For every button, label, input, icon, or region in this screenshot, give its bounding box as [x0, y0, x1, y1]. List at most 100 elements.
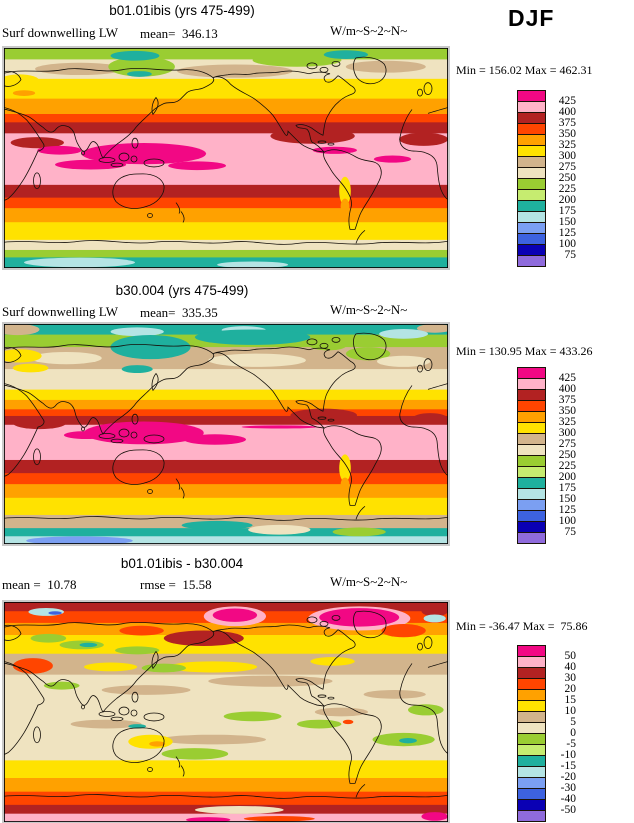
colorbar-cell — [517, 255, 546, 267]
island-outline — [417, 642, 423, 651]
contour-blob — [48, 807, 182, 813]
contour-map-3 — [4, 602, 448, 822]
contour-band — [4, 536, 448, 544]
coastline — [4, 794, 448, 799]
colorbar-tick-label: 175 — [558, 482, 576, 494]
contour-blob — [30, 351, 102, 365]
colorbar-cell — [517, 389, 546, 401]
colorbar-cell — [517, 400, 546, 412]
contour-blob — [342, 719, 354, 725]
island-outline — [317, 416, 327, 420]
contour-blob — [319, 608, 400, 627]
colorbar-cell — [517, 645, 546, 657]
contour-blob — [30, 633, 67, 643]
colorbar-cell — [517, 532, 546, 544]
contour-blob — [128, 724, 147, 729]
panel-2-variable-label: Surf downwelling LW — [2, 304, 119, 319]
panel-3-rmse-value: rmse = 15.58 — [140, 577, 212, 592]
panel-3-title: b01.01ibis - b30.004 — [120, 556, 244, 571]
island-outline — [131, 413, 139, 425]
contour-band — [4, 459, 448, 474]
colorbar-tick-label: 325 — [558, 139, 576, 151]
colorbar-cell — [517, 367, 546, 379]
contour-blob — [399, 132, 448, 146]
colorbar-cell — [517, 477, 546, 489]
contour-blob — [252, 53, 342, 67]
colorbar-cell — [517, 189, 546, 201]
colorbar-tick-label: 75 — [564, 526, 577, 538]
panel-1-units-label: W/m~S~2~N~ — [330, 23, 408, 38]
colorbar-cell — [517, 711, 546, 723]
island-outline — [331, 336, 341, 343]
contour-blob — [39, 84, 71, 94]
contour-band — [4, 528, 448, 537]
colorbar-cell — [517, 521, 546, 533]
colorbar-tick-label: 75 — [564, 249, 577, 261]
contour-blob — [119, 625, 164, 636]
island-outline — [130, 709, 138, 717]
island-outline — [118, 152, 130, 162]
colorbar-tick-label: 400 — [558, 106, 576, 118]
contour-band — [4, 415, 448, 426]
contour-band — [4, 222, 448, 241]
island-outline — [306, 616, 318, 624]
colorbar-tick-label: 400 — [558, 383, 576, 395]
contour-blob — [314, 707, 368, 717]
contour-blob — [412, 413, 448, 425]
island-outline — [306, 62, 318, 70]
coastline — [151, 372, 159, 392]
panel-2-mean-value: mean= 335.35 — [140, 305, 218, 320]
colorbar-tick-label: 0 — [570, 727, 576, 739]
contour-blob — [248, 524, 311, 535]
contour-blob — [421, 812, 448, 821]
colorbar-cell — [517, 667, 546, 679]
contour-blob — [399, 737, 417, 744]
island-outline — [98, 711, 116, 717]
contour-blob — [168, 661, 258, 673]
map-frame — [4, 324, 448, 544]
island-outline — [33, 726, 41, 744]
panel-3-minmax: Min = -36.47 Max = 75.86 — [456, 619, 588, 633]
contour-blob — [297, 719, 342, 729]
colorbar-cell — [517, 222, 546, 234]
island-outline — [423, 82, 433, 95]
contour-blob — [340, 477, 350, 492]
contour-blob — [416, 324, 448, 333]
contour-band — [4, 48, 448, 60]
map-frame — [4, 48, 448, 268]
coastline — [4, 622, 215, 713]
colorbar-cell — [517, 444, 546, 456]
island-outline — [147, 489, 153, 494]
colorbar-tick-label: 225 — [558, 183, 576, 195]
contour-blob — [26, 536, 133, 544]
contour-blob — [10, 137, 64, 149]
colorbar-tick-label: 5 — [570, 716, 576, 728]
contour-blob — [84, 662, 138, 672]
contour-blob — [48, 611, 62, 615]
coastline — [212, 624, 356, 707]
island-outline — [81, 426, 85, 432]
coastline — [151, 96, 159, 116]
contour-map-1 — [4, 48, 448, 268]
contour-band — [4, 497, 448, 516]
island-outline — [417, 364, 423, 373]
colorbar-tick-label: 375 — [558, 117, 576, 129]
contour-blob — [101, 685, 191, 695]
island-outline — [81, 150, 85, 156]
contour-blob — [141, 663, 186, 673]
colorbar-cell — [517, 755, 546, 767]
colorbar-tick-label: 10 — [564, 705, 577, 717]
contour-blob — [310, 657, 355, 666]
colorbar-cell — [517, 211, 546, 223]
contour-band — [4, 369, 448, 391]
colorbar-tick-label: -40 — [560, 793, 576, 805]
contour-blob — [323, 50, 369, 59]
contour-band — [4, 791, 448, 806]
island-outline — [327, 142, 335, 146]
contour-band — [4, 484, 448, 499]
contour-blob — [63, 431, 109, 440]
colorbar-cell — [517, 799, 546, 811]
colorbar-cell — [517, 788, 546, 800]
island-outline — [131, 691, 139, 703]
colorbar-tick-label: 250 — [558, 449, 576, 461]
